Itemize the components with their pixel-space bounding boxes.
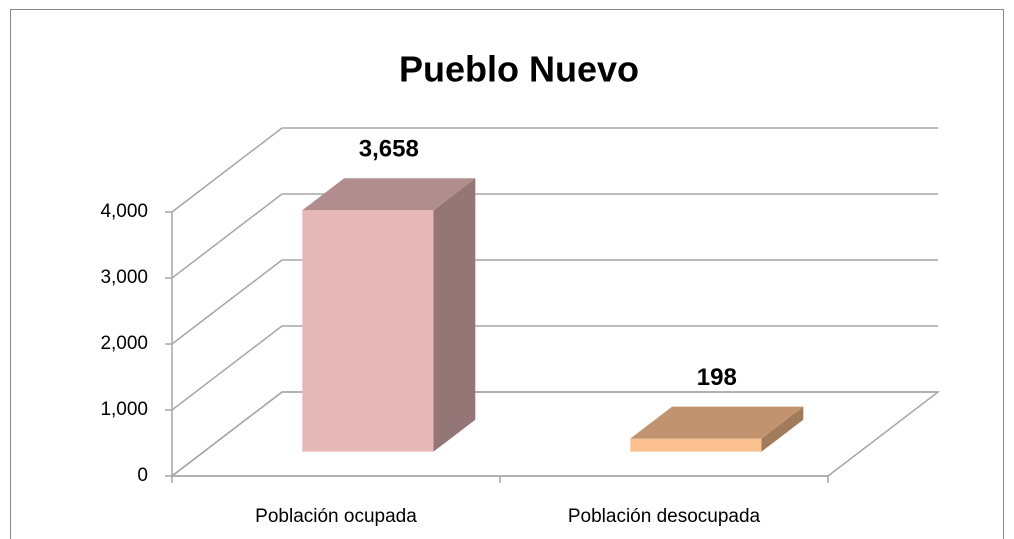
bar-side <box>761 406 804 452</box>
bar <box>630 406 804 452</box>
x-tick-label: Población desocupada <box>568 506 761 527</box>
y-tick-label: 3,000 <box>100 267 148 288</box>
grid-line <box>171 391 283 477</box>
data-label: 3,658 <box>359 136 419 163</box>
bar-top <box>302 178 476 211</box>
x-tick-label: Población ocupada <box>255 506 417 527</box>
grid-line <box>171 259 283 345</box>
y-tick-label: 0 <box>137 465 148 486</box>
y-tick-label: 2,000 <box>100 333 148 354</box>
grid-line <box>171 193 283 279</box>
bar-front <box>630 438 762 452</box>
y-tick-label: 4,000 <box>100 201 148 222</box>
bar <box>302 178 476 452</box>
bar-top <box>630 406 804 439</box>
y-tick-label: 1,000 <box>100 399 148 420</box>
grid-line <box>171 127 283 213</box>
bar-side <box>433 178 476 452</box>
bar-front <box>302 210 434 452</box>
chart-title: Pueblo Nuevo <box>399 49 639 90</box>
grid-line <box>171 325 283 411</box>
data-label: 198 <box>697 364 737 391</box>
